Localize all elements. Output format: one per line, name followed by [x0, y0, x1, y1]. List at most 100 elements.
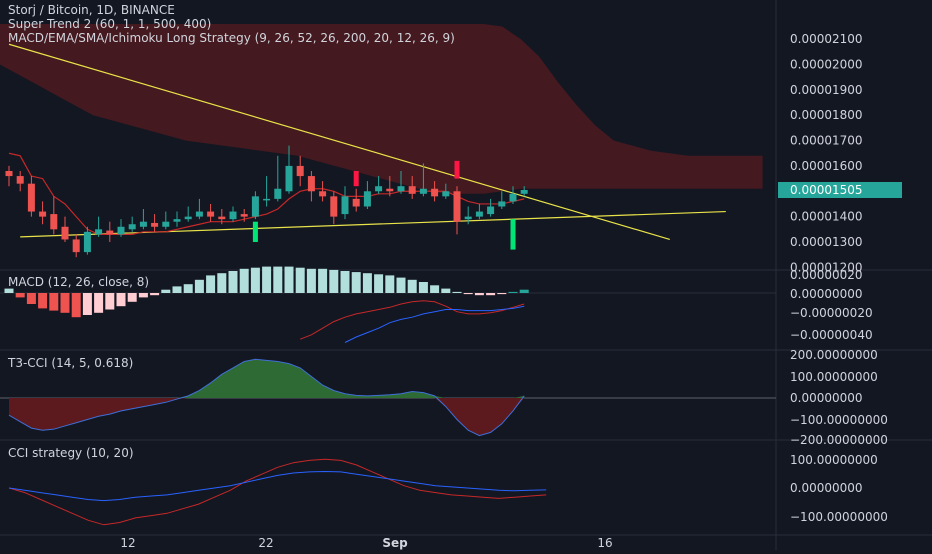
macd-histogram-bar: [519, 289, 529, 293]
macd-histogram-bar: [441, 288, 451, 293]
macd-histogram-bar: [206, 275, 216, 293]
candle-body: [50, 214, 58, 230]
macd-tick-label: −0.00000020: [790, 306, 873, 320]
macd-histogram-bar: [239, 268, 249, 293]
cci-tick-label: 0.00000000: [790, 481, 863, 495]
time-axis-label: 12: [120, 536, 135, 550]
macd-histogram-bar: [82, 293, 92, 315]
candle-body: [419, 188, 427, 194]
candle-body: [263, 198, 271, 201]
macd-histogram-bar: [396, 277, 406, 293]
macd-histogram-bar: [340, 271, 350, 293]
candle-body: [16, 176, 24, 184]
macd-histogram-bar: [351, 272, 361, 293]
t3cci-pane-title[interactable]: T3-CCI (14, 5, 0.618): [8, 356, 134, 370]
candle-body: [139, 221, 147, 227]
last-price-badge: [778, 182, 902, 199]
macd-pane-title[interactable]: MACD (12, 26, close, 8): [8, 275, 150, 289]
candle-body: [397, 186, 405, 192]
symbol-title[interactable]: Storj / Bitcoin, 1D, BINANCE: [8, 3, 175, 17]
macd-histogram-bar: [60, 293, 70, 313]
macd-tick-label: 0.00000020: [790, 268, 863, 282]
candle-body: [509, 193, 517, 202]
macd-line: [300, 300, 525, 340]
price-tick-label: 0.00001700: [790, 134, 863, 148]
supertrend-line: [8, 152, 525, 235]
macd-histogram-bar: [94, 293, 104, 313]
macd-histogram-bar: [127, 293, 137, 302]
price-tick-label: 0.00001900: [790, 83, 863, 97]
candle-body: [352, 198, 360, 207]
time-axis-label: Sep: [382, 536, 408, 550]
macd-histogram-bar: [38, 293, 48, 309]
macd-histogram-bar: [217, 273, 227, 293]
macd-histogram-bar: [329, 269, 339, 293]
macd-tick-label: 0.00000000: [790, 287, 863, 301]
macd-histogram-bar: [250, 267, 260, 293]
candle-body: [296, 165, 304, 177]
cci-tick-label: 100.00000000: [790, 453, 878, 467]
t3cci-tick-label: −200.00000000: [790, 433, 888, 447]
macd-histogram-bar: [71, 293, 81, 318]
price-tick-label: 0.00001600: [790, 159, 863, 173]
buy-signal-bar: [510, 219, 516, 250]
buy-signal-bar: [252, 221, 258, 242]
macd-histogram-bar: [49, 293, 59, 311]
candle-body: [61, 226, 69, 240]
candle-body: [27, 183, 35, 212]
candle-body: [442, 191, 450, 197]
macd-histogram-bar: [26, 293, 36, 304]
candle-body: [408, 186, 416, 194]
macd-histogram-bar: [452, 291, 462, 293]
cci-tick-label: −100.00000000: [790, 510, 888, 524]
t3cci-tick-label: 200.00000000: [790, 348, 878, 362]
indicator-strategy-label[interactable]: MACD/EMA/SMA/Ichimoku Long Strategy (9, …: [8, 31, 455, 45]
cci-fast-line: [8, 458, 547, 526]
candle-body: [341, 196, 349, 215]
macd-histogram-bar: [116, 293, 126, 307]
macd-histogram-bar: [486, 293, 496, 296]
macd-histogram-bar: [418, 282, 428, 293]
macd-histogram-bar: [474, 293, 484, 296]
ichimoku-cloud: [0, 23, 763, 194]
candle-body: [39, 211, 47, 217]
candle-body: [128, 224, 136, 230]
macd-histogram-bar: [374, 274, 384, 293]
time-axis-label: 22: [258, 536, 273, 550]
candle-body: [184, 216, 192, 220]
candle-body: [375, 186, 383, 192]
candle-body: [173, 219, 181, 222]
candle-body: [330, 196, 338, 217]
candle-body: [274, 188, 282, 199]
price-tick-label: 0.00002100: [790, 32, 863, 46]
macd-histogram-bar: [295, 267, 305, 293]
t3cci-tick-label: 0.00000000: [790, 391, 863, 405]
price-tick-label: 0.00001400: [790, 210, 863, 224]
candle-body: [162, 221, 170, 227]
macd-histogram-bar: [4, 288, 14, 293]
candle-body: [363, 191, 371, 207]
t3cci-tick-label: −100.00000000: [790, 413, 888, 427]
macd-signal-line: [344, 305, 525, 343]
candle-body: [487, 206, 495, 215]
price-tick-label: 0.00002000: [790, 58, 863, 72]
candle-body: [151, 222, 159, 227]
candle-body: [207, 211, 215, 217]
trendline: [8, 43, 670, 241]
cci-pane-title[interactable]: CCI strategy (10, 20): [8, 446, 134, 460]
macd-histogram-bar: [306, 268, 316, 293]
candle-body: [498, 201, 506, 207]
candle-body: [453, 191, 461, 222]
macd-histogram-bar: [318, 268, 328, 293]
indicator-supertrend-label[interactable]: Super Trend 2 (60, 1, 1, 500, 400): [8, 17, 212, 31]
price-tick-label: 0.00001300: [790, 235, 863, 249]
macd-histogram-bar: [385, 275, 395, 293]
macd-histogram-bar: [430, 285, 440, 293]
candle-body: [229, 211, 237, 220]
sell-signal-bar: [454, 160, 460, 179]
candle-body: [83, 231, 91, 253]
macd-histogram-bar: [15, 293, 25, 298]
macd-histogram-bar: [362, 273, 372, 293]
